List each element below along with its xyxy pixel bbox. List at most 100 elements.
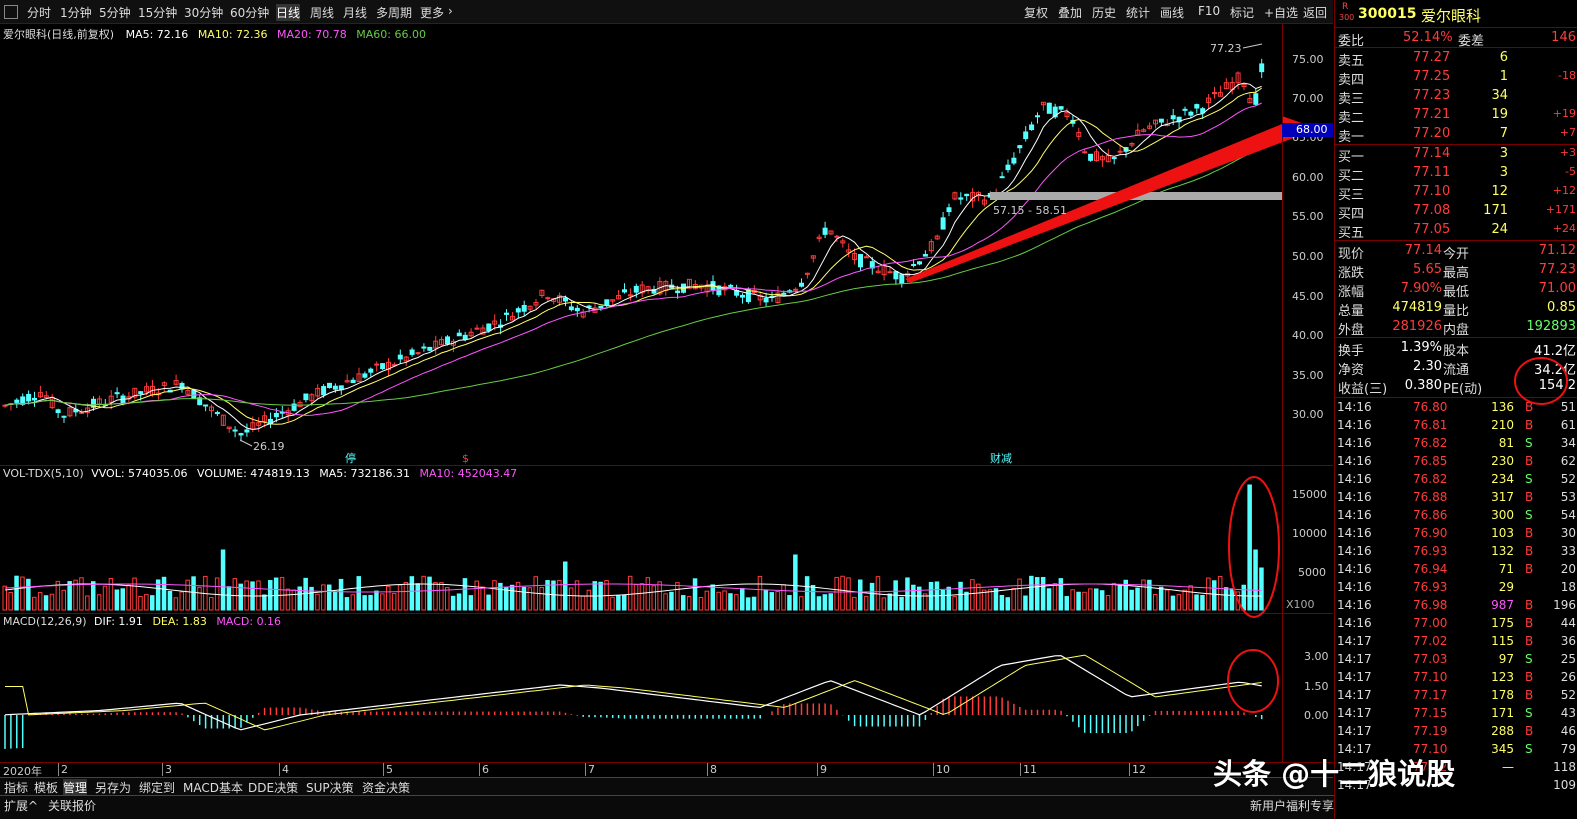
expand-button[interactable]: 扩展^ (4, 799, 39, 813)
bid-row[interactable]: 买一 77.14 3 +3 (1335, 145, 1577, 165)
volume-bar (610, 596, 615, 611)
draw-button[interactable]: 画线 (1160, 6, 1185, 20)
period-1min[interactable]: 1分钟 (60, 6, 92, 20)
volume-bar (1176, 594, 1182, 611)
bid-row[interactable]: 买四 77.08 171 +171 (1335, 202, 1577, 222)
stat-value-2: 71.12 (1538, 243, 1576, 258)
ask-row[interactable]: 卖三 77.23 34 (1335, 87, 1577, 107)
f10-button[interactable]: F10 (1198, 4, 1221, 18)
tab-manage[interactable]: 管理 (63, 779, 88, 796)
kline-chart-area[interactable]: 77.23 26.19 57.15 - 58.51 停 $ 财减 (0, 24, 1333, 782)
tab-dde[interactable]: DDE决策 (248, 781, 299, 795)
window-icon[interactable] (4, 5, 18, 19)
period-30min[interactable]: 30分钟 (184, 6, 224, 20)
period-more[interactable]: 更多 (420, 6, 445, 20)
tick-price: 76.85 (1413, 454, 1448, 468)
stat-row: 总量 474819 量比 0.85 (1335, 299, 1577, 319)
ask-row[interactable]: 卖四 77.25 1 -18 (1335, 68, 1577, 88)
volume-bar (852, 596, 857, 611)
tab-saveas[interactable]: 另存为 (95, 781, 132, 795)
volume-bar (427, 576, 432, 611)
tab-sup[interactable]: SUP决策 (306, 781, 354, 795)
mark-button[interactable]: 标记 (1230, 6, 1255, 20)
candle-body (1253, 93, 1259, 105)
stat2-row: 换手 1.39% 股本 41.2亿 (1335, 339, 1577, 359)
ask-row[interactable]: 卖一 77.20 7 +7 (1335, 125, 1577, 145)
new-user-benefit[interactable]: 新用户福利专享 (1250, 799, 1335, 813)
ask-volume: 6 (1499, 50, 1508, 65)
stats-button[interactable]: 统计 (1126, 6, 1151, 20)
bid-row[interactable]: 买三 77.10 12 +12 (1335, 183, 1577, 203)
volume-bar (987, 589, 993, 611)
candle-body (622, 289, 627, 293)
tick-row: 14:17 77.10 345 S 79 (1335, 741, 1577, 759)
dea-line (5, 654, 1262, 731)
candle-body (958, 197, 964, 200)
volume-bar (1099, 590, 1105, 611)
stat2-label-2: PE(动) (1443, 382, 1483, 397)
x-month-label: 2 (58, 763, 68, 776)
tab-template[interactable]: 模板 (34, 781, 59, 795)
period-month[interactable]: 月线 (343, 6, 368, 20)
volume-bar (1023, 595, 1028, 611)
volume-bar (1111, 582, 1117, 611)
stat-label: 涨跌 (1338, 266, 1365, 281)
candle-body (728, 284, 734, 287)
volume-bar (415, 583, 420, 611)
ask-row[interactable]: 卖二 77.21 19 +19 (1335, 106, 1577, 126)
ma10-line (4, 87, 1262, 425)
bid-price: 77.11 (1413, 165, 1451, 180)
stat2-value: 0.380 (1404, 378, 1442, 393)
tick-price: 76.90 (1413, 526, 1448, 540)
ask-row[interactable]: 卖五 77.27 6 (1335, 49, 1577, 69)
tick-count: 34 (1560, 436, 1576, 450)
volume-bar (1105, 594, 1111, 611)
back-button[interactable]: 返回 (1303, 6, 1328, 20)
volume-bar (527, 587, 533, 611)
period-week[interactable]: 周线 (310, 6, 335, 20)
tab-bind[interactable]: 绑定到 (139, 781, 176, 795)
book-divider (1335, 144, 1577, 145)
volume-bar (1223, 587, 1229, 611)
period-60min[interactable]: 60分钟 (230, 6, 270, 20)
volume-bar (132, 577, 137, 611)
candle-body (545, 297, 551, 300)
candle-body (173, 380, 179, 385)
period-15min[interactable]: 15分钟 (138, 6, 178, 20)
volume-bar (297, 586, 302, 611)
stat2-label-2: 股本 (1443, 344, 1470, 359)
candle-body (574, 307, 580, 312)
tick-row: 14:17 77.15 171 S 43 (1335, 705, 1577, 723)
volume-bar (875, 576, 881, 611)
bid-row[interactable]: 买五 77.05 24 +24 (1335, 221, 1577, 241)
period-5min[interactable]: 5分钟 (99, 6, 131, 20)
volume-bar (386, 585, 391, 611)
add-watchlist-button[interactable]: +自选 (1264, 6, 1299, 20)
volume-bar (1147, 579, 1152, 611)
volume-bar (1229, 588, 1235, 611)
tick-volume: 175 (1491, 616, 1514, 630)
quote-header: R 300 300015 爱尔眼科 (1335, 0, 1577, 28)
period-day[interactable]: 日线 (276, 4, 301, 21)
period-multi[interactable]: 多周期 (376, 6, 413, 20)
overlay-button[interactable]: 叠加 (1058, 6, 1083, 20)
tab-indicator[interactable]: 指标 (4, 781, 29, 795)
bid-row[interactable]: 买二 77.11 3 -5 (1335, 164, 1577, 184)
period-fenshi[interactable]: 分时 (27, 6, 52, 20)
volume-bar (881, 597, 887, 611)
candle-body (1058, 106, 1064, 110)
fuquan-button[interactable]: 复权 (1024, 6, 1049, 20)
volume-bar (1135, 587, 1140, 611)
chevron-right-icon[interactable]: › (448, 4, 453, 18)
price-tick: 30.00 (1292, 408, 1324, 421)
tab-macd-basic[interactable]: MACD基本 (183, 781, 243, 795)
related-quote-button[interactable]: 关联报价 (48, 799, 97, 813)
candle-body (763, 298, 769, 303)
tab-fund[interactable]: 资金决策 (362, 781, 411, 795)
candle-body (810, 255, 816, 259)
stat2-row: 净资 2.30 流通 34.2亿 (1335, 358, 1577, 378)
stat-value-2: 0.85 (1547, 300, 1576, 315)
ask-price: 77.21 (1413, 107, 1451, 122)
candle-body (1212, 92, 1217, 95)
history-button[interactable]: 历史 (1092, 6, 1117, 20)
